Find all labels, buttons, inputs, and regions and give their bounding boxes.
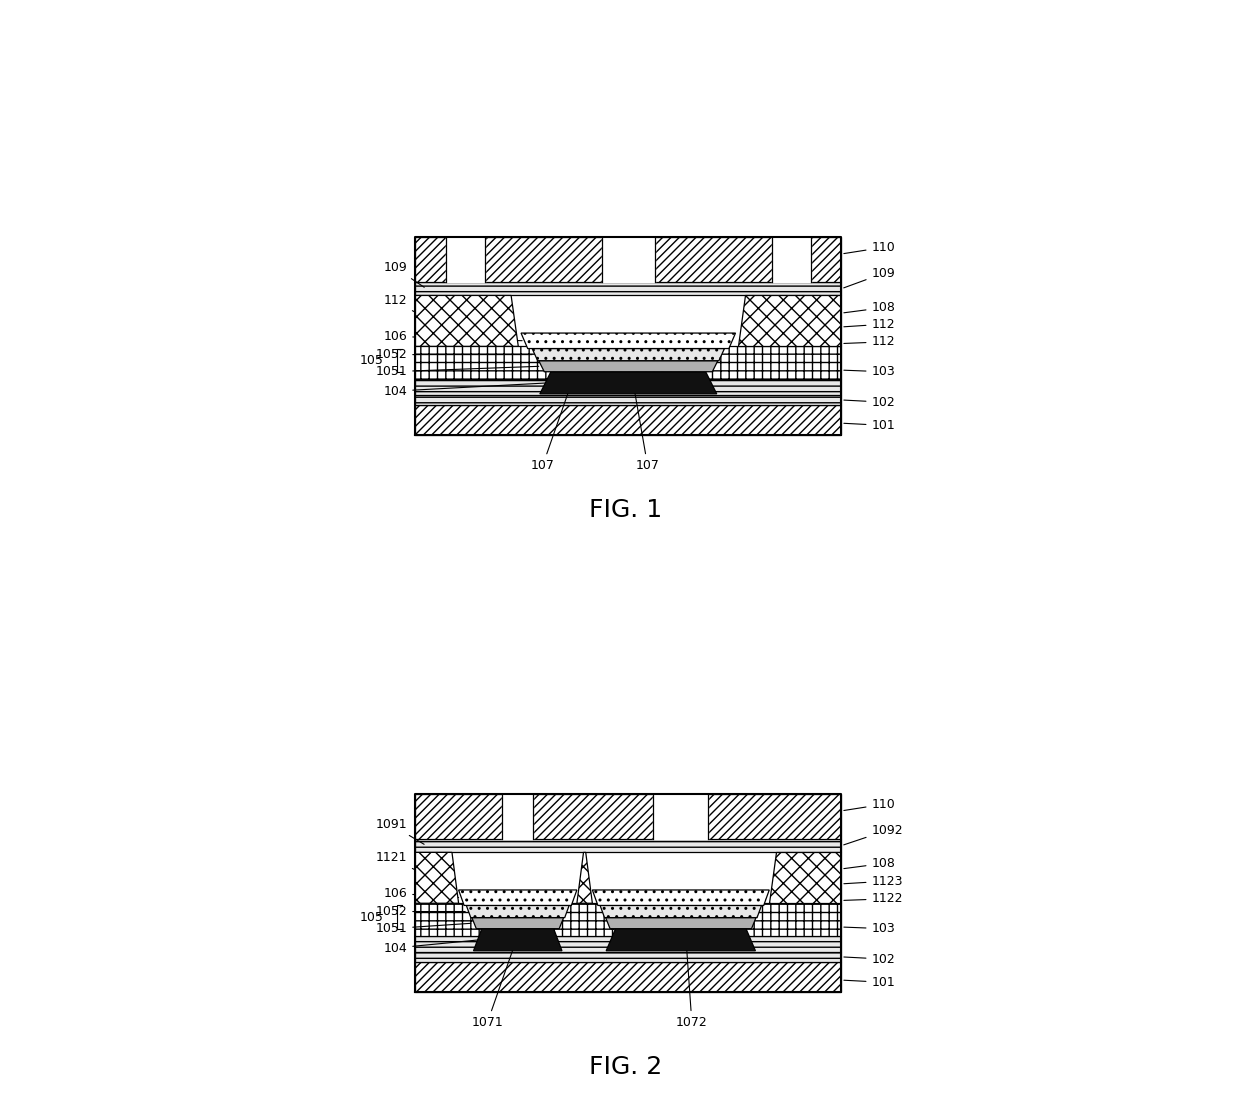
Text: 102: 102 (844, 396, 895, 409)
Text: 1071: 1071 (471, 946, 515, 1030)
Text: 107: 107 (635, 389, 660, 472)
Polygon shape (600, 906, 761, 918)
Text: FIG. 1: FIG. 1 (589, 498, 662, 522)
Polygon shape (415, 937, 841, 951)
Text: 105: 105 (360, 353, 384, 367)
Text: 109: 109 (383, 262, 424, 287)
Polygon shape (415, 237, 841, 282)
Text: 1121: 1121 (376, 852, 424, 874)
Text: 112: 112 (844, 335, 895, 349)
Text: 1072: 1072 (676, 946, 708, 1030)
Text: 108: 108 (844, 856, 895, 870)
Text: 106: 106 (383, 330, 522, 343)
Text: 1123: 1123 (844, 874, 903, 888)
Polygon shape (415, 295, 518, 347)
Polygon shape (474, 929, 562, 950)
Text: 101: 101 (844, 976, 895, 988)
Polygon shape (415, 838, 841, 852)
Polygon shape (415, 961, 841, 993)
Polygon shape (415, 347, 841, 379)
Polygon shape (415, 903, 841, 937)
Polygon shape (539, 372, 717, 394)
Text: 102: 102 (844, 953, 895, 966)
Text: 1122: 1122 (844, 892, 903, 906)
Polygon shape (605, 918, 756, 929)
Polygon shape (415, 405, 841, 435)
Text: 109: 109 (843, 267, 895, 287)
Text: 107: 107 (531, 389, 569, 472)
Polygon shape (415, 951, 841, 961)
Polygon shape (472, 918, 564, 929)
Polygon shape (415, 852, 459, 903)
Polygon shape (538, 361, 718, 372)
Polygon shape (415, 379, 841, 395)
Text: 112: 112 (844, 318, 895, 331)
Text: 1051: 1051 (376, 922, 471, 935)
Polygon shape (593, 890, 769, 906)
Polygon shape (521, 333, 735, 349)
Text: 1092: 1092 (843, 824, 903, 845)
Text: 104: 104 (383, 940, 477, 955)
Polygon shape (577, 852, 593, 903)
Polygon shape (415, 282, 841, 295)
Text: 104: 104 (383, 383, 547, 398)
Polygon shape (769, 852, 841, 903)
Text: 1091: 1091 (376, 818, 424, 844)
Text: 103: 103 (844, 366, 895, 378)
Text: 112: 112 (383, 294, 424, 318)
Polygon shape (738, 295, 841, 347)
Text: 1052: 1052 (376, 906, 465, 918)
Text: 1051: 1051 (376, 366, 538, 378)
Polygon shape (459, 890, 577, 906)
Text: 103: 103 (844, 922, 895, 935)
Polygon shape (415, 795, 841, 838)
Polygon shape (532, 349, 724, 361)
Text: 110: 110 (844, 240, 895, 254)
Text: 105: 105 (360, 910, 384, 923)
Text: 101: 101 (844, 419, 895, 432)
Text: 106: 106 (383, 887, 459, 900)
Text: 1052: 1052 (376, 348, 532, 361)
Polygon shape (606, 929, 755, 950)
Text: 110: 110 (844, 798, 895, 811)
Polygon shape (415, 395, 841, 405)
Polygon shape (466, 906, 569, 918)
Text: 108: 108 (844, 301, 895, 314)
Text: FIG. 2: FIG. 2 (589, 1055, 662, 1079)
